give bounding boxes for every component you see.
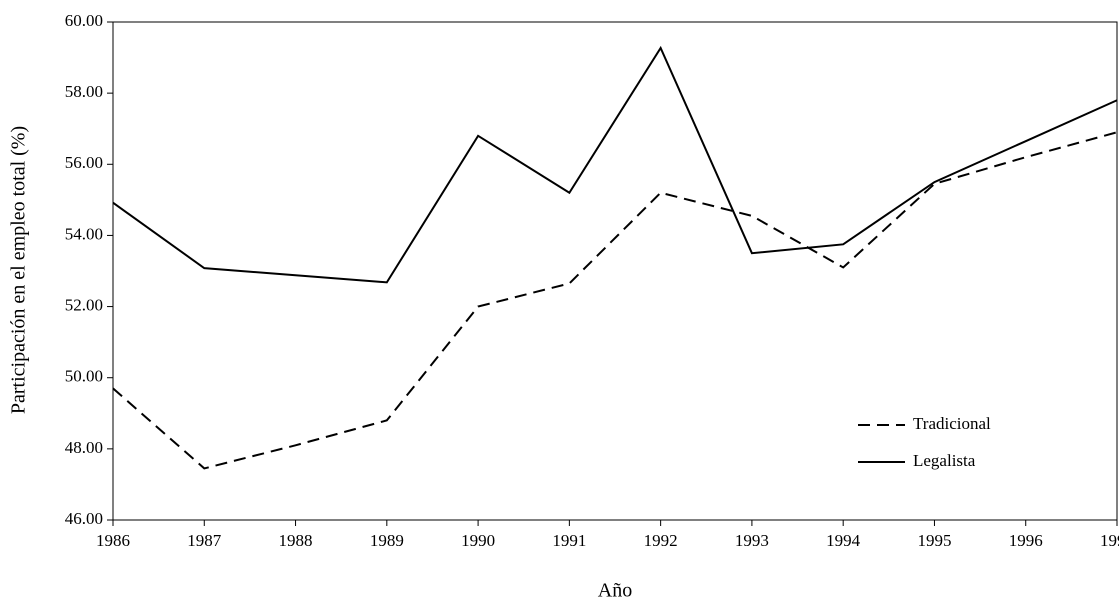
x-tick-label: 1988	[279, 531, 313, 550]
plot-frame	[112, 21, 1118, 521]
y-tick-label: 50.00	[65, 367, 103, 386]
y-tick-label: 60.00	[65, 11, 103, 30]
x-tick-label: 1993	[735, 531, 769, 550]
x-tick-label: 1987	[187, 531, 222, 550]
y-tick-label: 48.00	[65, 438, 103, 457]
x-tick-label: 1995	[917, 531, 951, 550]
x-tick-label: 1990	[461, 531, 495, 550]
x-tick-label: 1991	[552, 531, 586, 550]
x-axis-label: Año	[598, 580, 632, 602]
x-tick-label: 1989	[370, 531, 404, 550]
series-line	[112, 45, 1118, 284]
series-line	[112, 131, 1118, 470]
y-tick-label: 46.00	[65, 509, 103, 528]
x-tick-label: 1997	[1100, 531, 1119, 550]
legend-label: Tradicional	[913, 414, 991, 433]
y-tick-label: 52.00	[65, 295, 103, 314]
x-tick-label: 1994	[826, 531, 861, 550]
y-tick-label: 54.00	[65, 224, 103, 243]
x-tick-label: 1992	[644, 531, 678, 550]
x-tick-label: 1986	[96, 531, 130, 550]
legend-label: Legalista	[913, 451, 976, 470]
y-tick-label: 58.00	[65, 82, 103, 101]
y-tick-label: 56.00	[65, 153, 103, 172]
x-tick-label: 1996	[1009, 531, 1043, 550]
y-axis-label: Participación en el empleo total (%)	[8, 126, 30, 414]
